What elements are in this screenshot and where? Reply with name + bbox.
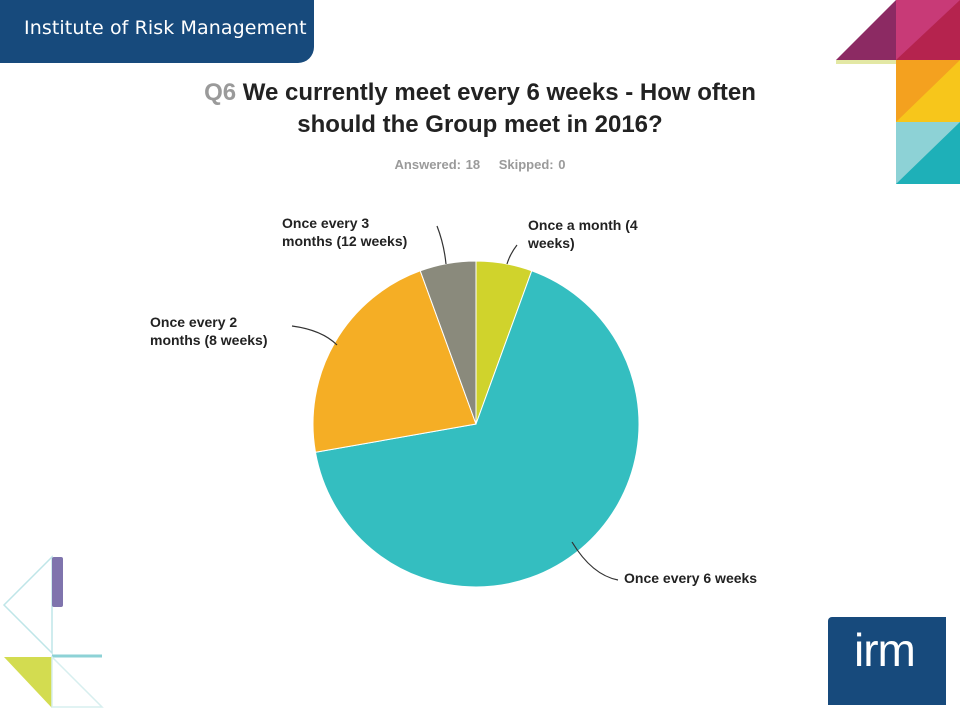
bottom-left-decoration (2, 555, 104, 708)
header-banner: Institute of Risk Management (0, 0, 314, 63)
pie-slice-2 (314, 270, 640, 588)
irm-logo: irm (828, 617, 946, 705)
top-right-decoration (836, 0, 960, 184)
skipped-count: Skipped: 0 (498, 157, 566, 172)
slice-label-3: Once every 2 months (8 weeks) (150, 314, 267, 348)
slice-label-2: Once every 6 weeks (624, 570, 757, 586)
leader-line-1 (506, 244, 518, 265)
slice-label-1: Once a month (4 weeks) (527, 217, 638, 251)
decor-purple-triangle (836, 0, 896, 60)
decor-lime-strip (836, 60, 896, 64)
answered-count: Answered: 18 (394, 157, 481, 172)
logo-text: irm (854, 624, 916, 676)
question-number: Q6 (204, 79, 237, 106)
pie-slice-4 (419, 260, 477, 425)
leader-line-2 (571, 541, 619, 581)
decor-lightteal-triangle (896, 122, 960, 184)
leader-line-4 (436, 225, 447, 265)
decor-lime-triangle (4, 657, 52, 708)
slice-label-4: Once every 3 months (12 weeks) (282, 215, 407, 249)
org-name: Institute of Risk Management (24, 17, 307, 39)
decor-outline-triangle (51, 655, 104, 708)
chart-stats: Answered: 18 Skipped: 0 (180, 157, 780, 172)
chart-title-text: We currently meet every 6 weeks - How of… (242, 79, 756, 138)
chart-title: Q6 We currently meet every 6 weeks - How… (180, 77, 780, 141)
leader-line-3 (291, 325, 338, 346)
decor-orange-triangle (896, 60, 960, 122)
decor-crimson-light (896, 0, 960, 60)
decor-purple-bar (52, 557, 63, 607)
